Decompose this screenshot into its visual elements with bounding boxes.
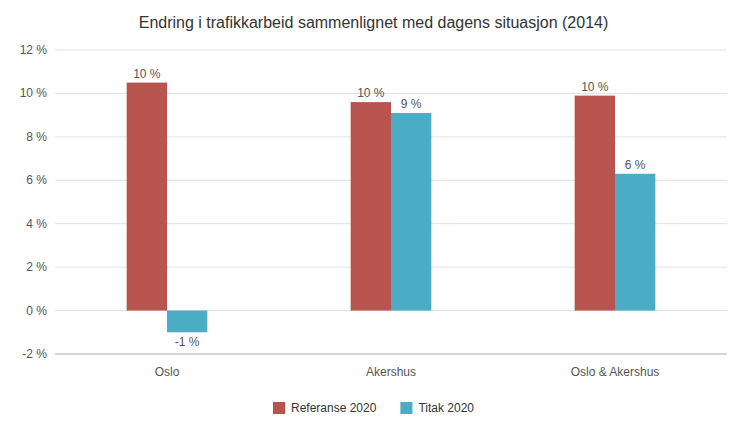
y-tick-label: 4 % [26, 217, 47, 231]
bar [351, 102, 391, 310]
chart-container: Endring i trafikkarbeid sammenlignet med… [0, 0, 747, 444]
data-label: -1 % [175, 335, 200, 349]
bar [615, 174, 655, 311]
legend-label: Titak 2020 [418, 401, 474, 415]
data-label: 6 % [625, 158, 646, 172]
y-tick-label: 2 % [26, 260, 47, 274]
y-tick-label: -2 % [22, 347, 47, 361]
y-tick-label: 10 % [20, 86, 48, 100]
data-label: 10 % [581, 80, 609, 94]
grid [55, 50, 727, 354]
title: Endring i trafikkarbeid sammenlignet med… [139, 14, 609, 31]
y-tick-label: 12 % [20, 43, 48, 57]
legend: Referanse 2020 Titak 2020 [273, 401, 474, 415]
bar [127, 83, 167, 311]
data-labels: 10 % 10 % 10 % -1 % 9 % 6 % [133, 67, 646, 350]
x-tick-label: Oslo [155, 365, 180, 379]
legend-item: Referanse 2020 [273, 401, 377, 415]
y-tick-label: 8 % [26, 130, 47, 144]
bar [167, 311, 207, 333]
y-tick-label: 6 % [26, 173, 47, 187]
chart-svg: Endring i trafikkarbeid sammenlignet med… [0, 0, 747, 444]
bars [127, 83, 656, 333]
bar [575, 96, 615, 311]
legend-item: Titak 2020 [400, 401, 474, 415]
data-label: 10 % [357, 86, 385, 100]
grid-line [55, 354, 727, 355]
legend-swatch [273, 402, 285, 414]
bar [391, 113, 431, 311]
data-label: 9 % [401, 97, 422, 111]
legend-label: Referanse 2020 [291, 401, 377, 415]
x-axis-line [55, 354, 727, 355]
grid-line [55, 50, 727, 51]
x-tick-label: Akershus [366, 365, 416, 379]
data-label: 10 % [133, 67, 161, 81]
x-tick-label: Oslo & Akershus [571, 365, 660, 379]
legend-swatch [400, 402, 412, 414]
y-tick-label: 0 % [26, 304, 47, 318]
